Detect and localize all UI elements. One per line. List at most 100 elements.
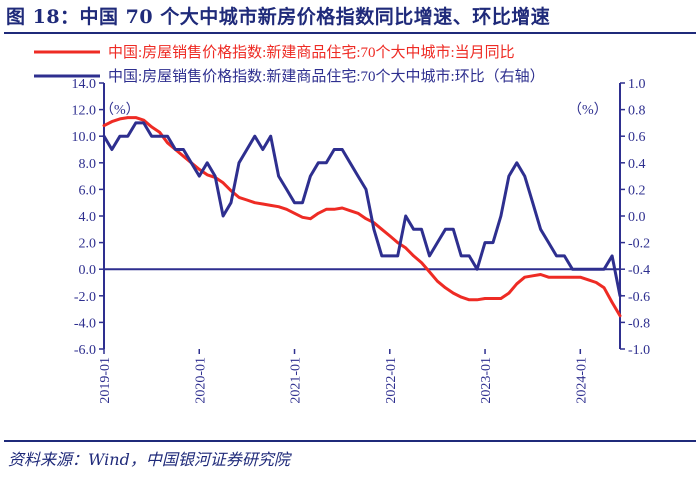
series-2-point (420, 228, 423, 231)
series-1-point (602, 286, 606, 289)
series-2-point (293, 201, 296, 204)
series-2-point (134, 121, 137, 125)
series-2-point (602, 268, 606, 271)
left-axis-tick-label: 6.0 (79, 183, 97, 198)
series-2-point (277, 174, 280, 178)
right-axis-tick-label: 0.6 (628, 130, 646, 145)
series-1-point (118, 117, 122, 121)
x-axis-tick-label: 2021-01 (289, 357, 304, 404)
series-1-point (571, 276, 574, 279)
dual-axis-line-chart: 中国:房屋销售价格指数:新建商品住宅:70个大中城市:当月同比中国:房屋销售价格… (34, 44, 651, 404)
series-2-point (261, 148, 264, 151)
series-2-point (468, 254, 471, 258)
series-2-point (444, 228, 447, 231)
series-2-point (309, 174, 312, 178)
series-2-point (507, 174, 511, 178)
series-2-point (285, 188, 288, 191)
series-1-point (150, 125, 153, 129)
right-axis-tick-label: 0.2 (628, 183, 646, 198)
series-2-point (531, 201, 534, 204)
series-1-point (555, 276, 558, 279)
series-2-point (499, 214, 503, 218)
left-axis-tick-label: 4.0 (79, 210, 97, 225)
series-2-point (436, 241, 439, 244)
series-1-point (618, 314, 622, 317)
left-axis-tick-label: 14.0 (72, 77, 97, 92)
series-2-point (428, 254, 431, 258)
series-2-point (325, 161, 328, 164)
series-2-point (452, 228, 455, 231)
series-1-point (460, 295, 463, 299)
series-line-2 (102, 121, 622, 298)
right-axis-tick-label: -0.8 (628, 316, 650, 331)
right-axis-tick-label: 0.8 (628, 104, 646, 119)
series-2-point (396, 254, 399, 258)
right-axis-tick-label: 0.4 (628, 157, 646, 172)
series-2-point (206, 161, 209, 164)
series-2-point (380, 254, 383, 258)
right-axis-tick-label: -0.6 (628, 290, 650, 305)
series-1-point (515, 282, 518, 285)
series-1-point (333, 208, 336, 211)
series-2-point (237, 161, 241, 164)
legend-label-2: 中国:房屋销售价格指数:新建商品住宅:70个大中城市:环比（右轴） (108, 68, 545, 85)
series-1-point (475, 298, 479, 301)
series-2-point (372, 228, 376, 231)
source-note: 资料来源：Wind，中国银河证券研究院 (8, 450, 290, 469)
series-1-point (317, 212, 320, 215)
series-2-point (404, 214, 407, 218)
series-1-point (229, 189, 233, 192)
series-2-point (523, 174, 526, 178)
series-2-point (245, 148, 249, 151)
series-1-point (444, 286, 447, 289)
series-1-point (221, 181, 225, 184)
x-axis-tick-label: 2022-01 (384, 357, 399, 404)
series-1-point (102, 124, 106, 127)
series-2-point (229, 201, 233, 204)
series-2-point (158, 135, 161, 138)
x-axis-tick-label: 2019-01 (98, 357, 113, 404)
series-2-point (269, 135, 272, 138)
series-2-point (364, 188, 368, 191)
series-2-point (221, 214, 225, 218)
series-2-point (539, 228, 542, 231)
series-1-point (587, 278, 590, 281)
series-1-point (547, 276, 550, 279)
series-1-point (126, 116, 129, 119)
axes: -6.0 -4.0 -2.0 0.0 2.0 4.0 6.0 8.0 10.0 12.0 14.0 -… (72, 77, 651, 358)
series-2-point (102, 135, 106, 138)
series-1-point (468, 298, 471, 301)
x-axis-tick-label: 2023-01 (479, 357, 494, 404)
series-1-point (380, 228, 383, 231)
chart-title: 图 18：中国 70 个大中城市新房价格指数同比增速、环比增速 (6, 6, 551, 28)
right-axis-tick-label: 0.0 (628, 210, 646, 225)
series-1-point (245, 198, 249, 202)
series-1-point (253, 201, 256, 204)
series-1-point (277, 205, 280, 208)
series-2-point (412, 228, 415, 231)
series-2-point (190, 161, 193, 164)
left-axis-tick-label: 12.0 (72, 104, 97, 119)
series-1-point (356, 212, 360, 215)
x-axis-ticks: 2019-01 2020-01 2021-01 2022-01 2023-01 2024-… (98, 349, 589, 404)
series-1-point (142, 119, 145, 122)
series-1-point (237, 196, 241, 199)
series-1-point (452, 291, 455, 295)
series-1-point (364, 217, 368, 220)
legend-label-1: 中国:房屋销售价格指数:新建商品住宅:70个大中城市:当月同比 (108, 44, 515, 61)
series-2-point (126, 135, 129, 138)
series-2-point (301, 201, 304, 204)
footer-divider (4, 440, 696, 442)
series-1-point (198, 168, 201, 171)
series-1-point (404, 246, 407, 250)
series-1-point (595, 281, 598, 284)
series-2-point (198, 174, 201, 178)
series-2-point (333, 148, 336, 151)
series-line-1 (102, 116, 622, 318)
series-1-point (293, 212, 296, 215)
series-1-point (523, 276, 526, 279)
legend: 中国:房屋销售价格指数:新建商品住宅:70个大中城市:当月同比中国:房屋销售价格… (34, 44, 545, 85)
left-axis-tick-label: 10.0 (72, 130, 97, 145)
series-2-point (460, 254, 463, 258)
series-2-point (547, 241, 550, 244)
